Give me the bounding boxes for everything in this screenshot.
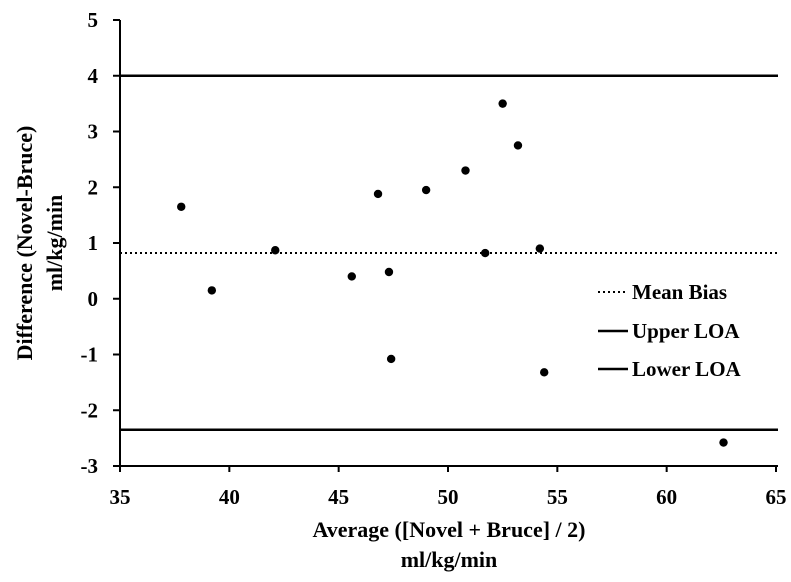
x-tick-label: 60	[656, 485, 677, 509]
data-point	[373, 189, 383, 199]
x-tick-label: 45	[328, 485, 349, 509]
legend-label: Lower LOA	[632, 357, 742, 381]
y-tick-label: -3	[81, 454, 99, 478]
x-tick-label: 35	[110, 485, 131, 509]
data-point	[347, 272, 356, 281]
data-point	[177, 202, 186, 211]
x-tick-label: 50	[438, 485, 459, 509]
data-point	[386, 354, 396, 364]
y-tick-label: 1	[88, 231, 99, 255]
x-axis-unit: ml/kg/min	[401, 547, 498, 572]
data-point	[498, 99, 507, 108]
data-point	[513, 141, 523, 150]
y-axis-title: Difference (Novel-Bruce)	[12, 126, 37, 361]
data-points	[177, 99, 728, 447]
data-point	[461, 166, 470, 175]
y-tick-label: 2	[88, 175, 99, 199]
y-tick-label: -2	[81, 398, 99, 422]
reference-lines	[120, 74, 778, 432]
y-tick-labels: -3 -2 -1 0 1 2 3 4 5	[81, 8, 120, 478]
data-point	[540, 368, 549, 377]
x-tick-labels: 35 40 45 50 55 60 65	[110, 466, 787, 509]
x-tick-label: 55	[547, 485, 568, 509]
x-tick-label: 65	[766, 485, 787, 509]
data-point	[384, 267, 394, 277]
data-point	[719, 438, 728, 447]
data-point	[421, 185, 431, 195]
legend-label: Upper LOA	[632, 319, 740, 343]
y-tick-label: -1	[81, 343, 99, 367]
y-tick-label: 5	[88, 8, 99, 32]
x-tick-label: 40	[219, 485, 240, 509]
data-point	[535, 244, 545, 253]
axes	[119, 20, 778, 467]
y-tick-label: 3	[88, 120, 99, 144]
y-tick-label: 4	[88, 64, 99, 88]
x-axis-title: Average ([Novel + Bruce] / 2)	[313, 517, 586, 542]
data-point	[271, 246, 280, 255]
y-tick-label: 0	[88, 287, 99, 311]
legend-label: Mean Bias	[632, 280, 727, 304]
data-point	[480, 248, 490, 258]
legend: Mean Bias Upper LOA Lower LOA	[598, 280, 742, 381]
y-axis-unit: ml/kg/min	[42, 195, 67, 292]
data-point	[207, 286, 217, 295]
